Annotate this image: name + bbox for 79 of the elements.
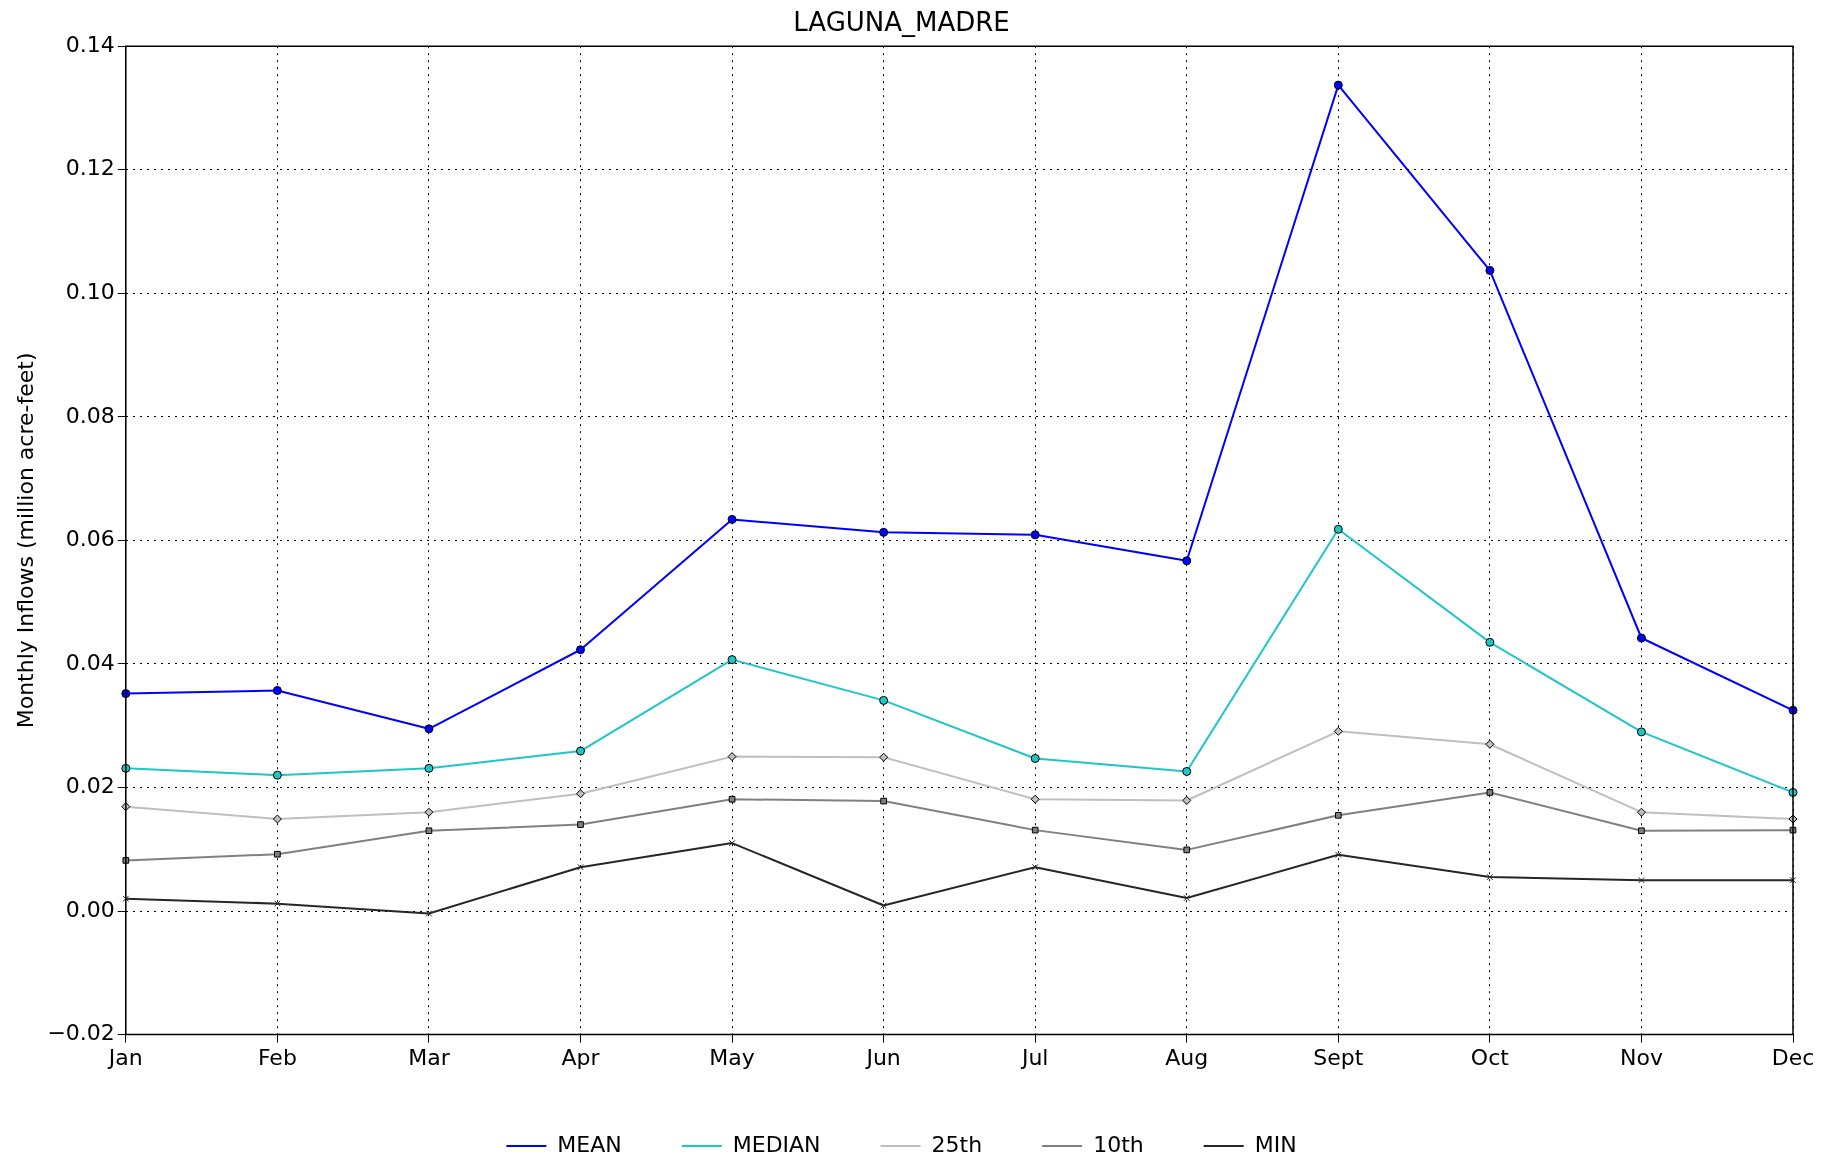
point (425, 827, 433, 835)
y-tick-label: 0.14 (65, 31, 115, 57)
legend-label: 25th (931, 1131, 983, 1157)
point (727, 514, 737, 524)
x-tick-label: Jan (106, 1044, 143, 1070)
point (424, 724, 434, 734)
x-tick-label: Nov (1619, 1044, 1663, 1070)
x-tick-label: Dec (1771, 1044, 1815, 1070)
point (577, 821, 584, 828)
point (1031, 826, 1039, 834)
point (425, 910, 433, 917)
point (728, 839, 736, 847)
x-tick-label: Jun (864, 1044, 901, 1070)
legend-label: MEDIAN (732, 1131, 821, 1157)
point (1030, 794, 1040, 804)
point (424, 807, 434, 817)
y-tick-label: 0.06 (65, 526, 115, 552)
point (879, 695, 889, 705)
y-tick-label: 0.08 (65, 402, 115, 428)
point (1334, 811, 1342, 819)
y-tick-label: 0.04 (65, 649, 115, 675)
point (1638, 876, 1645, 884)
x-tick-label: Feb (257, 1044, 297, 1070)
point (1485, 739, 1495, 749)
point (1485, 637, 1495, 647)
x-tick-label: Oct (1470, 1044, 1510, 1070)
y-axis-title: Monthly Inflows (million acre-feet) (12, 352, 38, 729)
x-tick-label: Sept (1313, 1044, 1364, 1070)
point (1333, 726, 1343, 736)
point (880, 797, 887, 805)
y-tick-label: 0.02 (65, 773, 115, 799)
point (1182, 556, 1192, 566)
legend-label: MEAN (557, 1131, 622, 1157)
point (879, 752, 889, 762)
point (424, 763, 434, 773)
y-tick-label: 0.12 (65, 155, 115, 181)
point (122, 895, 130, 903)
point (1636, 633, 1646, 643)
point (274, 850, 281, 858)
point (1182, 766, 1192, 776)
point (727, 655, 737, 665)
point (727, 752, 737, 762)
point (576, 645, 585, 655)
point (1636, 727, 1646, 737)
x-tick-label: Apr (561, 1044, 601, 1070)
point (1636, 807, 1646, 817)
chart-title: LAGUNA_MADRE (793, 7, 1010, 38)
point (1183, 846, 1191, 854)
point (1638, 827, 1645, 835)
point (1485, 265, 1495, 275)
y-tick-label: −0.02 (47, 1020, 115, 1046)
point (274, 900, 281, 907)
point (728, 795, 736, 803)
legend-label: 10th (1093, 1131, 1144, 1157)
point (879, 527, 889, 537)
y-tick-label: 0.00 (65, 896, 115, 922)
x-tick-label: Jul (1019, 1044, 1049, 1070)
point (1486, 873, 1494, 881)
point (1030, 753, 1040, 763)
point (1183, 894, 1191, 902)
point (1334, 851, 1342, 859)
point (1031, 863, 1039, 871)
x-tick-label: May (709, 1044, 755, 1070)
point (1333, 524, 1343, 534)
point (576, 746, 585, 756)
point (1030, 530, 1040, 540)
point (1182, 795, 1192, 805)
y-tick-label: 0.10 (65, 279, 115, 305)
point (272, 814, 282, 824)
point (1486, 789, 1494, 796)
point (577, 863, 584, 871)
point (880, 902, 887, 909)
point (272, 686, 282, 696)
x-tick-label: Aug (1165, 1044, 1209, 1070)
legend-label: MIN (1254, 1131, 1297, 1157)
point (1333, 80, 1343, 90)
point (272, 770, 282, 780)
x-tick-label: Mar (408, 1044, 451, 1070)
point (576, 789, 585, 799)
